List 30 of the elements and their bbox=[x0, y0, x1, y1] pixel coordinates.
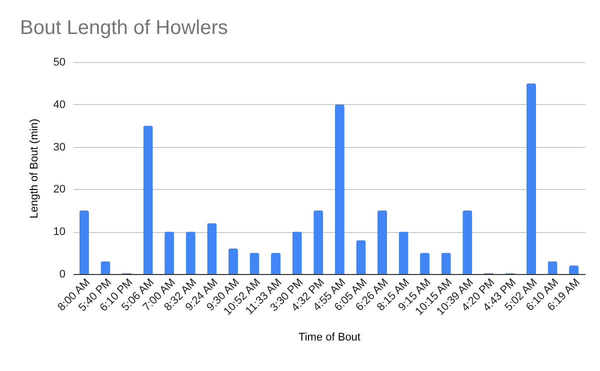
bar bbox=[186, 232, 196, 274]
bar bbox=[164, 232, 174, 274]
x-axis-title: Time of Bout bbox=[298, 332, 360, 344]
bar bbox=[420, 252, 430, 274]
bar bbox=[526, 83, 536, 274]
bar bbox=[207, 223, 217, 274]
bar bbox=[250, 252, 260, 274]
bar bbox=[356, 240, 366, 274]
bar bbox=[441, 252, 451, 274]
bar bbox=[398, 232, 408, 274]
bar bbox=[292, 232, 302, 274]
y-tick-label: 10 bbox=[53, 226, 66, 238]
bar bbox=[270, 252, 281, 274]
bar bbox=[569, 266, 579, 274]
bar bbox=[377, 210, 388, 274]
bar bbox=[462, 210, 472, 274]
y-tick-label: 30 bbox=[53, 141, 66, 154]
bar bbox=[548, 261, 558, 274]
bar bbox=[314, 210, 324, 274]
chart-title: Bout Length of Howlers bbox=[20, 17, 228, 39]
y-tick-label: 0 bbox=[59, 268, 66, 280]
bar bbox=[100, 261, 110, 274]
y-axis-title: Length of Bout (min) bbox=[28, 118, 40, 218]
bar bbox=[143, 126, 153, 274]
y-tick-label: 40 bbox=[53, 98, 66, 111]
y-tick-label: 50 bbox=[53, 56, 66, 68]
bar bbox=[79, 210, 89, 274]
y-tick-label: 20 bbox=[53, 184, 66, 196]
bar bbox=[334, 104, 344, 274]
bar bbox=[228, 248, 238, 274]
